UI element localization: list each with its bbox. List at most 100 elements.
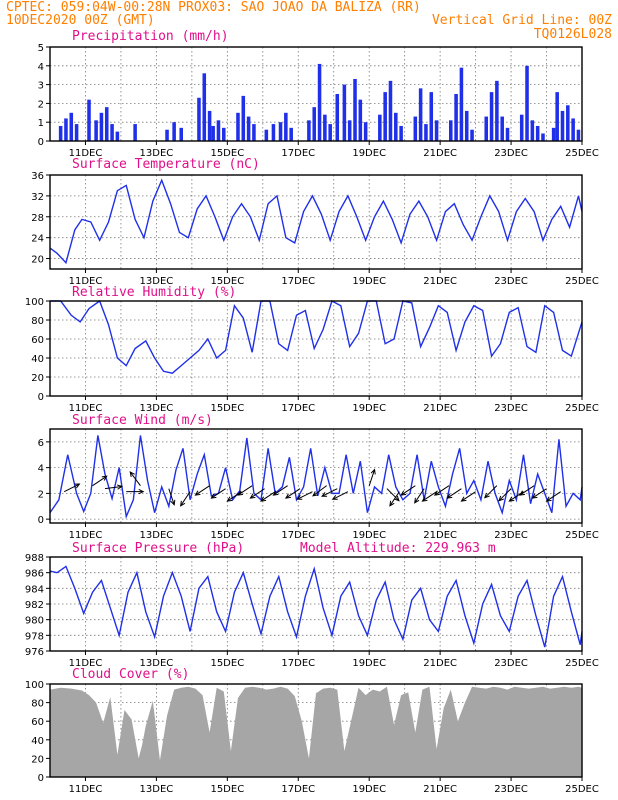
- precip-bar: [202, 73, 207, 141]
- precip-bar: [99, 112, 104, 141]
- precip-xtick-label: 21DEC: [423, 148, 457, 159]
- temperature-ytick-label: 28: [31, 213, 44, 224]
- humidity-xtick-label: 13DEC: [140, 403, 174, 414]
- wind-title: Surface Wind (m/s): [72, 413, 213, 428]
- wind-arrow-shaft: [461, 491, 476, 502]
- temperature-ytick-label: 20: [31, 255, 44, 266]
- wind-arrow: [296, 491, 313, 500]
- precip-xtick-label: 19DEC: [352, 148, 386, 159]
- temperature-xtick-label: 17DEC: [281, 276, 315, 287]
- precip-bar: [394, 112, 398, 141]
- temperature-xtick-label: 15DEC: [210, 276, 244, 287]
- wind-arrow-shaft: [484, 485, 498, 499]
- wind-arrow: [421, 491, 437, 502]
- precip-xtick-label: 17DEC: [281, 148, 315, 159]
- precip-bar: [133, 124, 137, 141]
- wind-arrow-shaft: [195, 485, 210, 496]
- humidity-xtick-label: 23DEC: [494, 403, 528, 414]
- precip-title: Precipitation (mm/h): [72, 29, 229, 44]
- wind-arrow-head: [194, 490, 201, 496]
- precip-bar: [115, 131, 120, 141]
- wind-arrow: [484, 485, 498, 499]
- precip-bar: [464, 110, 469, 141]
- temperature-xtick-label: 23DEC: [494, 276, 528, 287]
- precip-bar: [342, 84, 347, 141]
- precip-bar: [454, 94, 458, 141]
- precip-bar: [541, 133, 545, 141]
- precip-bar: [424, 124, 428, 141]
- wind-arrow-head: [370, 468, 376, 475]
- precip-ytick-label: 1: [38, 118, 44, 129]
- wind-arrow-head: [237, 490, 244, 496]
- wind-arrow-shaft: [273, 485, 288, 496]
- precip-ytick-label: 4: [38, 62, 44, 73]
- precip-bar: [418, 88, 423, 141]
- temperature-xtick-label: 21DEC: [423, 276, 457, 287]
- precip-bar: [383, 92, 387, 141]
- wind-arrow-shaft: [237, 485, 253, 496]
- wind-arrow-head: [180, 500, 186, 507]
- wind-arrow: [331, 491, 349, 500]
- wind-arrow: [433, 485, 450, 496]
- wind-xtick-label: 15DEC: [210, 530, 244, 541]
- temperature-frame: [49, 174, 583, 270]
- pressure-ytick-label: 986: [25, 569, 44, 580]
- precip-bar: [363, 122, 368, 141]
- precip-bar: [246, 116, 251, 141]
- precip-ytick-label: 2: [38, 99, 44, 110]
- wind-arrow-shaft: [285, 488, 301, 499]
- humidity-xtick-label: 17DEC: [281, 403, 315, 414]
- wind-arrow: [312, 485, 327, 497]
- wind-arrow-shaft: [368, 469, 376, 486]
- precip-bar: [378, 114, 382, 141]
- precip-bar: [271, 124, 276, 141]
- precip-bar: [64, 118, 68, 141]
- pressure-xtick-label: 17DEC: [281, 658, 315, 669]
- cloud-cover-xtick-label: 21DEC: [423, 784, 457, 795]
- wind-arrow: [104, 484, 123, 490]
- wind-arrow-head: [260, 496, 267, 502]
- wind-panel: 0 2 4 6 11DEC 13DEC 15DEC 17DEC 19DEC 21DEC 23DEC 2…: [38, 428, 599, 541]
- wind-arrow-shaft: [260, 491, 276, 502]
- wind-arrow: [126, 489, 145, 495]
- pressure-ytick-label: 976: [25, 647, 44, 658]
- pressure-title: Surface Pressure (hPa): [72, 541, 244, 556]
- precip-bar: [399, 125, 403, 141]
- cloud-cover-ytick-label: 0: [38, 773, 44, 784]
- wind-arrow-head: [249, 493, 256, 499]
- wind-arrow-head: [531, 493, 538, 499]
- precip-ytick-label: 3: [38, 81, 44, 92]
- precip-bar: [179, 127, 183, 141]
- temperature-xtick-label: 13DEC: [140, 276, 174, 287]
- precip-bar: [484, 116, 489, 141]
- wind-arrow: [386, 488, 400, 502]
- wind-arrow-head: [414, 497, 420, 504]
- precip-bar: [264, 129, 269, 141]
- cloud-cover-xtick-label: 17DEC: [281, 784, 315, 795]
- precip-bar: [495, 80, 499, 141]
- precip-ytick-label: 0: [38, 137, 44, 148]
- wind-arrow-shaft: [519, 485, 535, 496]
- wind-arrow-shaft: [104, 486, 122, 490]
- precip-bar: [500, 116, 504, 141]
- wind-arrow: [321, 488, 338, 497]
- wind-arrow: [210, 488, 226, 499]
- temperature-panel: 20 24 28 32 36 11DEC 13DEC 15DEC 17DEC 19DEC 21DEC…: [31, 171, 599, 287]
- wind-arrow-shaft: [414, 488, 425, 504]
- wind-arrow-head: [331, 494, 338, 500]
- cloud-cover-ytick-label: 20: [31, 754, 44, 765]
- wind-arrow-shaft: [446, 488, 462, 499]
- wind-arrow: [63, 483, 81, 493]
- wind-arrow-head: [545, 496, 552, 502]
- humidity-ytick-label: 0: [38, 392, 44, 403]
- humidity-xtick-label: 25DEC: [565, 403, 599, 414]
- header-station: CPTEC: 059:04W-00:28N PROX03: SAO JOAO D…: [6, 0, 421, 15]
- precip-bar: [216, 120, 221, 141]
- wind-arrow-shaft: [312, 485, 327, 497]
- wind-arrow-head: [170, 499, 176, 506]
- wind-frame: [49, 428, 583, 524]
- precip-bar: [236, 112, 240, 141]
- precip-bar: [388, 80, 393, 141]
- wind-xtick-label: 13DEC: [140, 530, 174, 541]
- temperature-title: Surface Temperature (nC): [72, 157, 260, 172]
